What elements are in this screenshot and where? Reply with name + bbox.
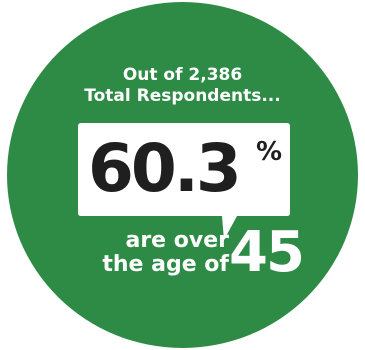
intro-line-1: Out of 2,386 (122, 65, 243, 85)
age-value: 45 (229, 220, 305, 285)
caption-line-2: the age of (102, 252, 229, 277)
speech-bubble-shape (78, 123, 290, 240)
percentage-value: 60.3 (88, 130, 242, 207)
caption-line-1: are over (125, 228, 229, 253)
percent-sign: % (256, 137, 283, 167)
intro-line-2: Total Respondents... (84, 86, 281, 106)
